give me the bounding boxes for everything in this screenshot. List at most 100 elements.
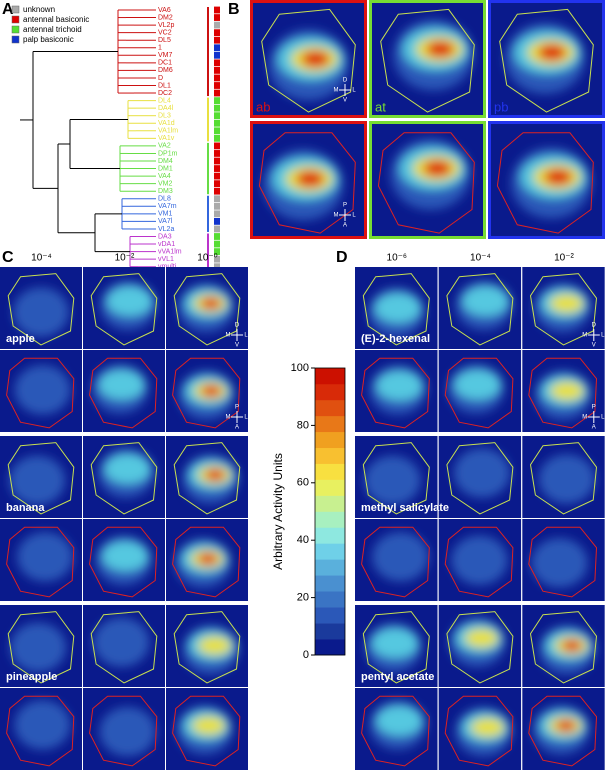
blob-low	[10, 622, 67, 672]
heatmap-tile	[250, 121, 367, 239]
leaf-label: DA4l	[158, 105, 174, 112]
leaf-label: DL4	[158, 97, 171, 104]
orientation-label: A	[235, 425, 239, 431]
blobs	[95, 535, 152, 585]
blob	[562, 639, 582, 652]
glomerulus-outline	[172, 695, 241, 767]
blobs	[447, 364, 505, 414]
blobs	[451, 535, 508, 585]
heatmap-tile	[355, 267, 438, 349]
colorbar-tick-label: 20	[297, 592, 309, 604]
blob	[205, 469, 226, 481]
colorbar-tick-label: 0	[303, 649, 309, 661]
leaf-label: DL5	[158, 37, 171, 44]
leaf-label: D	[158, 75, 163, 82]
class-square	[214, 187, 220, 195]
leaf-label: DL8	[158, 196, 171, 203]
tile-border	[369, 121, 486, 239]
heatmap-tile	[488, 121, 605, 239]
leaf-label: 1	[158, 45, 162, 52]
concentration: 10⁻²	[554, 253, 574, 264]
heatmap-tile	[0, 267, 82, 349]
panel-label: C	[2, 249, 14, 266]
glomerulus-outline	[444, 695, 514, 767]
class-square	[214, 112, 220, 120]
class-square	[214, 104, 220, 112]
glomerulus-outline	[7, 273, 75, 346]
glomerulus-outline	[6, 357, 75, 429]
blob	[301, 50, 330, 68]
panel-label: D	[336, 249, 348, 266]
colorbar-tick-label: 100	[291, 362, 309, 374]
heatmap-tile	[0, 350, 82, 432]
leaf-label: VM7	[158, 52, 173, 59]
colorbar-step	[315, 479, 345, 496]
blobs	[182, 454, 239, 504]
blobs	[531, 538, 588, 588]
blobs	[534, 282, 591, 333]
glomerulus-outline	[89, 526, 158, 598]
class-square	[214, 142, 220, 150]
leaf-label: DM3	[158, 188, 173, 195]
class-label: ab	[256, 99, 270, 114]
glomerulus-outline	[377, 132, 475, 234]
heatmap-tile	[166, 436, 248, 518]
class-square	[214, 67, 220, 74]
blobs	[365, 622, 422, 672]
class-square	[214, 233, 220, 240]
blob-low	[451, 535, 508, 585]
heatmap-tile	[369, 0, 486, 118]
odor-name: apple	[6, 333, 35, 345]
blob	[376, 706, 423, 736]
heatmap-tile	[83, 350, 165, 432]
orientation-label: M	[582, 333, 587, 339]
class-square	[214, 202, 220, 210]
glomerulus-outline	[173, 273, 241, 346]
leaf-label: DP1m	[158, 150, 178, 157]
blob	[550, 381, 584, 400]
blobs	[364, 455, 421, 505]
orientation-label: P	[343, 203, 347, 209]
glomerulus-outline	[6, 695, 75, 767]
blob-low	[14, 700, 71, 750]
legend-swatch	[11, 15, 20, 24]
orientation-label: L	[601, 415, 605, 421]
leaf-label: DC1	[158, 60, 172, 67]
orientation-label: L	[244, 415, 248, 421]
concentration: 10⁻⁰	[197, 253, 217, 264]
class-square	[214, 14, 220, 21]
tile-border	[369, 0, 486, 118]
blobs	[14, 700, 71, 750]
orientation-label: V	[343, 98, 347, 104]
blob	[426, 40, 455, 58]
blobs	[390, 138, 471, 210]
heatmap-tile	[438, 350, 522, 432]
orientation-label: D	[343, 78, 348, 84]
leaf-label: VA7l	[158, 218, 173, 225]
blobs	[100, 280, 156, 330]
class-square	[214, 89, 220, 97]
blobs	[10, 622, 67, 672]
blobs	[538, 454, 595, 504]
heatmap-tile	[488, 0, 605, 118]
glomerulus-outline	[529, 611, 598, 684]
glomerulus-outline	[261, 8, 356, 113]
leaf-label: DC2	[158, 90, 172, 97]
orientation-label: V	[235, 343, 239, 349]
glomerulus-outline	[89, 357, 158, 429]
blobs	[453, 448, 511, 498]
glomerulus-outline	[90, 273, 158, 346]
blob	[471, 718, 505, 737]
class-square	[214, 150, 220, 157]
glomerulus-outline	[7, 611, 75, 684]
leaf-label: VA7m	[158, 203, 177, 210]
blob-low	[453, 448, 511, 498]
heatmap-tile	[166, 267, 248, 349]
blob	[296, 170, 325, 188]
odor-name: banana	[6, 502, 45, 514]
orientation-label: P	[235, 405, 239, 411]
colorbar-tick-label: 40	[297, 534, 309, 546]
glomerulus-outline	[90, 442, 158, 515]
heatmap-tile	[83, 519, 165, 601]
